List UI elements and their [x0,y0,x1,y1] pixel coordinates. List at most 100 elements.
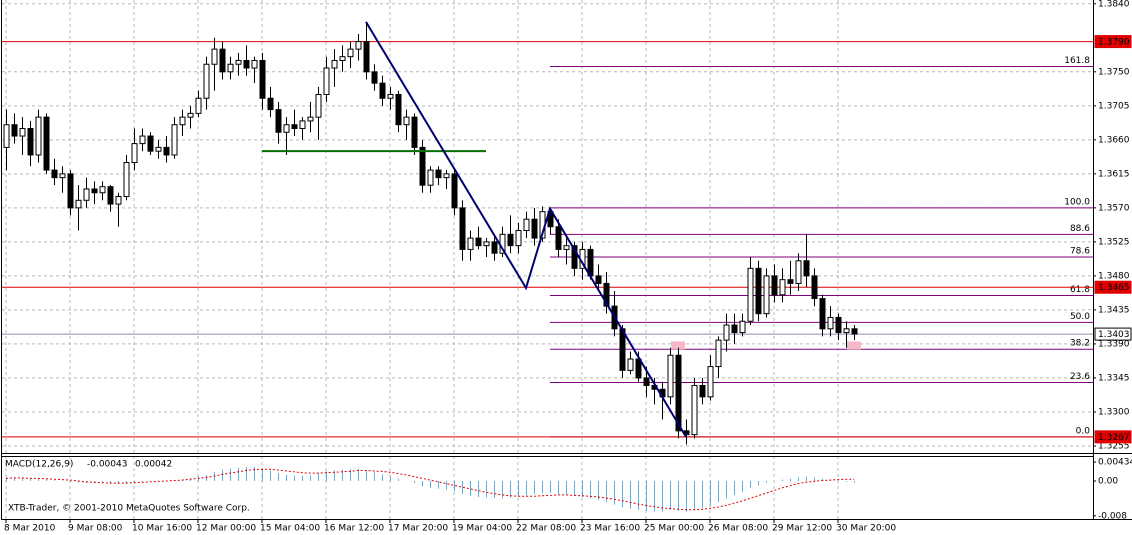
candle-body [395,93,402,126]
y-tick-label: 0.00434 [1098,458,1132,468]
trendline [365,21,687,438]
fib-label: 78.6 [1070,246,1090,256]
candle-body [571,245,578,269]
candle-body [339,56,346,61]
candle-body [43,116,50,171]
candle-body [643,377,650,386]
price-box [1094,430,1132,444]
labels: 1.3255 1.3300 1.3345 1.3390 1.3435 1.3480 1.35… [4,0,1132,534]
candle-body [227,63,234,73]
price-box-label: 1.3790 [1098,38,1130,48]
candle-body [451,173,458,209]
candle-body [515,230,522,247]
macd-value: -0.00043 [87,460,127,470]
candle-body [235,59,242,65]
candle-body [379,82,386,99]
candle-body [299,120,306,129]
candle-body [75,199,82,209]
fib-label: 0.0 [1076,426,1091,436]
candle-body [667,354,674,398]
candle-body [67,173,74,209]
candle-body [723,324,730,341]
price-box [1094,327,1132,341]
price-box [1094,280,1132,294]
candle-body [467,237,474,250]
fib-label: 50.0 [1070,312,1090,322]
candle-body [99,186,106,194]
candle-body [347,48,354,58]
x-tick-label: 26 Mar 08:00 [708,524,768,534]
candle-body [563,245,570,250]
candle-body [715,339,722,368]
price-box-label: 1.3465 [1098,283,1130,293]
candle-body [675,354,682,432]
x-tick-label: 15 Mar 04:00 [260,524,320,534]
price-box [1094,35,1132,49]
candle-body [507,233,514,247]
x-tick-label: 22 Mar 08:00 [516,524,576,534]
y-tick-label: 1.3300 [1098,407,1130,417]
candle-body [707,366,714,398]
candle-body [171,124,178,156]
candle-body [363,41,370,73]
candle-body [811,275,818,300]
candle-body [411,116,418,148]
candle-body [627,358,634,371]
candle-body [115,196,122,205]
candle-body [283,124,290,133]
candle-body [51,169,58,179]
fib-label: 161.8 [1064,56,1090,66]
watermark: XTB-Trader, © 2001-2010 MetaQuotes Softw… [8,504,250,514]
candle-body [387,93,394,99]
candle-body [35,116,42,156]
candle-body [91,188,98,194]
candle-body [755,267,762,315]
candle-body [371,71,378,84]
y-tick-label: 1.3390 [1098,339,1130,349]
plot: 161.8 100.0 88.6 78.6 61.8 50.0 38.2 23.6 0.0 [2,21,1093,512]
candle-body [419,146,426,186]
candle-body [123,162,130,198]
macd-signal [5,468,854,511]
candle-body [107,186,114,205]
candle-body [531,218,538,239]
highlight [847,341,861,350]
candle-body [251,59,258,69]
x-tick-label: 29 Mar 12:00 [772,524,832,534]
candle-body [259,59,266,99]
y-tick-label: 1.3480 [1098,271,1130,281]
y-tick-label: 1.3345 [1098,373,1130,383]
x-tick-label: 12 Mar 00:00 [196,524,256,534]
candle-body [851,328,858,335]
candle-body [243,59,250,69]
candle-body [435,169,442,179]
x-tick-label: 19 Mar 04:00 [452,524,512,534]
x-tick-label: 9 Mar 08:00 [68,524,123,534]
candle-body [835,316,842,334]
candle-body [819,298,826,330]
x-tick-label: 30 Mar 20:00 [836,524,896,534]
candle-body [547,211,554,228]
fib-label: 61.8 [1070,285,1090,295]
candle-body [315,93,322,118]
candle-body [771,275,778,296]
candle-body [203,63,210,99]
candle-body [779,279,786,296]
y-tick-label: 1.3750 [1098,67,1130,77]
candle-body [731,324,738,334]
highlight [671,341,685,350]
candle-body [403,116,410,126]
x-tick-label: 25 Mar 00:00 [644,524,704,534]
candle-body [443,173,450,179]
candle-body [11,124,18,137]
candle-body [27,127,34,156]
y-tick-label: 0.00 [1098,476,1118,486]
candle-body [427,169,434,186]
fib-label: 38.2 [1070,339,1090,349]
candle-body [331,59,338,69]
candle-body [211,48,218,65]
y-tick-label: 1.3660 [1098,135,1130,145]
fib-label: 23.6 [1070,372,1090,382]
